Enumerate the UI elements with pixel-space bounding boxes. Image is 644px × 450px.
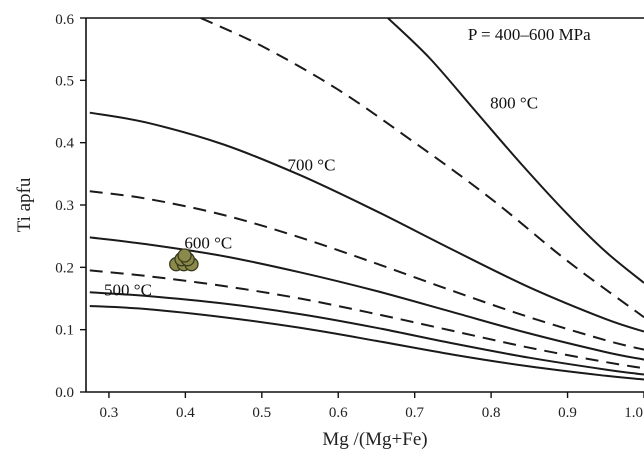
annotation-3: 700 °C: [288, 156, 336, 175]
series-line-8: [387, 18, 644, 284]
y-tick-label-6: 0.5: [55, 73, 74, 89]
series-line-4: [89, 236, 644, 361]
x-tick-label-5: 0.7: [405, 405, 424, 421]
series-line-6: [89, 111, 644, 333]
x-axis-label: Mg /(Mg+Fe): [322, 429, 427, 450]
y-tick-label-4: 0.3: [55, 198, 74, 214]
x-tick-label-1: 0.3: [100, 405, 119, 421]
y-tick-label-3: 0.2: [55, 260, 74, 276]
series-line-3: [89, 269, 644, 370]
y-axis-label: Ti apfu: [14, 177, 35, 232]
axes-group: 0.3 0.4 0.5 0.6 0.7 0.8 0.9 1.0 0.0 0.1 0.2 0.3 0.4 0…: [55, 12, 644, 421]
x-tick-label-8: 1.0: [624, 405, 643, 421]
annotation-1: P = 400–600 MPa: [468, 25, 591, 44]
x-tick-label-4: 0.6: [329, 405, 348, 421]
y-tick-label-2: 0.1: [55, 323, 74, 339]
curves-group: [89, 18, 644, 381]
x-tick-label-7: 0.9: [558, 405, 577, 421]
annotation-4: 600 °C: [184, 234, 232, 253]
series-line-7: [200, 18, 644, 319]
series-line-2: [89, 291, 644, 376]
y-tick-label-7: 0.6: [55, 12, 74, 28]
y-tick-label-1: 0.0: [55, 385, 74, 401]
x-tick-label-2: 0.4: [176, 405, 195, 421]
x-tick-label-3: 0.5: [252, 405, 271, 421]
annotations-group: P = 400–600 MPa 800 °C 700 °C 600 °C 500 °C: [104, 25, 591, 300]
series-line-1: [89, 305, 644, 381]
y-tick-label-5: 0.4: [55, 136, 74, 152]
series-line-5: [89, 190, 644, 351]
annotation-5: 500 °C: [104, 280, 152, 299]
data-point-6: [177, 248, 192, 263]
data-points-group: [169, 248, 199, 272]
x-tick-label-6: 0.8: [482, 405, 501, 421]
annotation-2: 800 °C: [490, 93, 538, 112]
